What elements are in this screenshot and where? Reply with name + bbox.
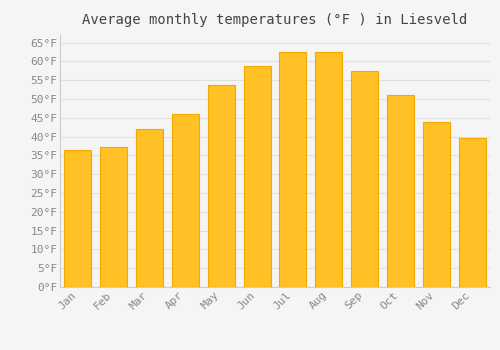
Bar [172,114,199,287]
Bar [244,66,270,287]
Bar [351,71,378,287]
Bar [316,52,342,287]
Bar [136,129,163,287]
Bar [208,85,234,287]
Bar [458,139,485,287]
Bar [64,150,92,287]
Bar [387,95,414,287]
Bar [280,52,306,287]
Bar [423,122,450,287]
Title: Average monthly temperatures (°F ) in Liesveld: Average monthly temperatures (°F ) in Li… [82,13,468,27]
Bar [100,147,127,287]
